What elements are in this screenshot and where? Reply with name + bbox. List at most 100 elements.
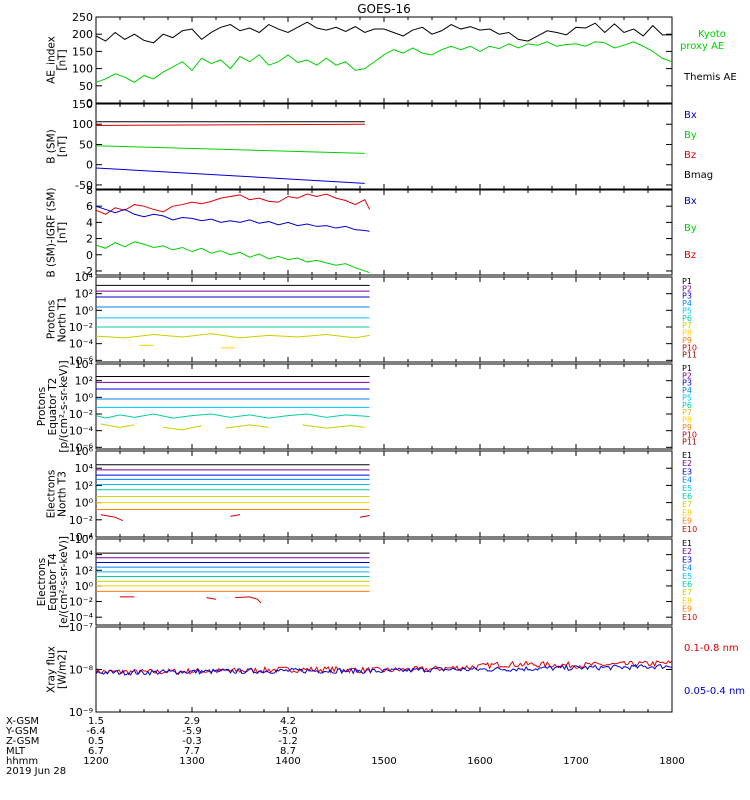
y-tick-label: 50	[79, 80, 93, 93]
legend: 0.1-0.8 nm 0.05-0.4 nm	[684, 643, 745, 697]
ephemeris-value: 1500	[371, 756, 396, 767]
panel-frame	[95, 450, 673, 538]
y-axis-label: Electrons	[46, 470, 58, 519]
ephemeris-label: 2019 Jun 28	[6, 766, 66, 777]
legend-item: E5	[682, 484, 692, 493]
legend-item: E9	[682, 517, 692, 526]
y-tick-label: 4	[86, 216, 93, 229]
legend-item: Bz	[684, 250, 696, 261]
y-axis-label: [nT]	[57, 49, 69, 70]
series-themis-ae	[96, 21, 672, 44]
ephemeris-value: -5.0	[278, 726, 298, 737]
legend-item: P5	[682, 393, 692, 402]
legend-item: By	[684, 223, 697, 234]
legend-item: P9	[682, 336, 692, 345]
y-tick-label: 10⁻⁷	[69, 621, 93, 634]
y-axis-label: Equator T4	[47, 553, 59, 611]
series-p7	[302, 424, 365, 429]
legend: Bx By Bz	[684, 196, 697, 261]
legend-item: Bmag	[684, 170, 713, 181]
y-tick-label: 10²	[75, 288, 93, 301]
series-bx	[96, 205, 370, 232]
series-p7	[100, 423, 135, 428]
legend-item: P10	[682, 430, 697, 439]
legend-item: E2	[682, 459, 692, 468]
series-by	[96, 241, 370, 274]
ephemeris-value: 1700	[563, 756, 588, 767]
y-tick-label: 200	[72, 28, 93, 41]
y-tick-label: 100	[72, 118, 93, 131]
ephemeris-label: Z-GSM	[6, 736, 39, 747]
legend-item: 0.1-0.8 nm	[684, 643, 739, 654]
series-p6	[96, 413, 370, 419]
legend-item: E6	[682, 580, 692, 589]
y-axis-label: [nT]	[57, 136, 69, 157]
y-tick-label: 6	[86, 200, 93, 213]
legend-item: Kyoto	[698, 29, 726, 40]
y-tick-label: 10⁻⁴	[69, 425, 94, 438]
chart-title: GOES-16	[357, 2, 411, 16]
y-tick-label: 10⁻⁶	[69, 441, 94, 454]
series-group	[96, 193, 371, 274]
series-0-1-0-8-nm	[96, 660, 672, 676]
legend-item: P2	[682, 284, 692, 293]
y-tick-label: 10⁻⁴	[69, 611, 94, 624]
series-bz	[96, 123, 365, 126]
y-tick-label: 10⁰	[75, 391, 94, 404]
legend-item: P1	[682, 364, 692, 373]
legend-item: E5	[682, 572, 692, 581]
ephemeris-value: 1400	[275, 756, 300, 767]
y-tick-label: 10⁻⁴	[69, 338, 94, 351]
legend-item: P3	[682, 292, 692, 301]
y-tick-label: 0	[86, 249, 93, 262]
legend: Bx By Bz Bmag	[684, 110, 713, 181]
y-axis-label: AE_index	[46, 36, 58, 84]
legend-item: Bz	[684, 150, 696, 161]
y-tick-label: 100	[72, 63, 93, 76]
ephemeris-value: 1600	[467, 756, 492, 767]
legend-item: proxy AE	[680, 41, 724, 52]
y-tick-label: -2	[82, 265, 93, 278]
y-tick-label: 10²	[75, 479, 93, 492]
series-group	[96, 284, 370, 349]
y-tick-label: 10⁻²	[69, 514, 93, 527]
y-tick-label: 10⁴	[75, 462, 94, 475]
y-tick-label: 10⁻²	[69, 321, 93, 334]
series-p7	[163, 425, 202, 431]
y-tick-label: 10⁶	[75, 445, 94, 458]
panel-bsm: -50 0 50 100 150 B (SM) [nT] Bx By Bz Bmag	[46, 98, 714, 192]
ephemeris-value: 1200	[83, 756, 108, 767]
y-tick-label: 0	[86, 159, 93, 172]
y-tick-label: 10²	[75, 564, 93, 577]
legend-item: E4	[682, 564, 692, 573]
panel-frame	[95, 16, 673, 104]
ephemeris-value: 7.7	[184, 746, 200, 757]
legend-item: E4	[682, 476, 692, 485]
ephemeris-value: -6.4	[86, 726, 106, 737]
legend-item: P11	[682, 351, 697, 360]
y-axis-label: North T1	[57, 297, 69, 343]
y-tick-label: 10⁴	[75, 549, 94, 562]
y-axis-label: [nT]	[57, 222, 69, 243]
series-kyoto-proxy-ae	[96, 41, 672, 83]
legend-item: P9	[682, 423, 692, 432]
ephemeris-value: 4.2	[280, 716, 296, 727]
ephemeris-label: Y-GSM	[5, 726, 38, 737]
y-tick-label: 10⁻²	[69, 596, 93, 609]
series-by	[96, 145, 365, 154]
panel-frame	[95, 189, 673, 276]
legend-item: P3	[682, 379, 692, 388]
ephemeris-value: 6.7	[88, 746, 104, 757]
series-e10	[230, 514, 241, 517]
y-tick-label: 10²	[75, 375, 93, 388]
series-0-05-0-4-nm	[96, 663, 672, 676]
series-p7	[96, 333, 370, 339]
legend-item: P1	[682, 277, 692, 286]
y-tick-label: 0	[86, 97, 93, 110]
y-tick-label: 10⁴	[75, 271, 94, 284]
legend-item: E10	[682, 613, 697, 622]
